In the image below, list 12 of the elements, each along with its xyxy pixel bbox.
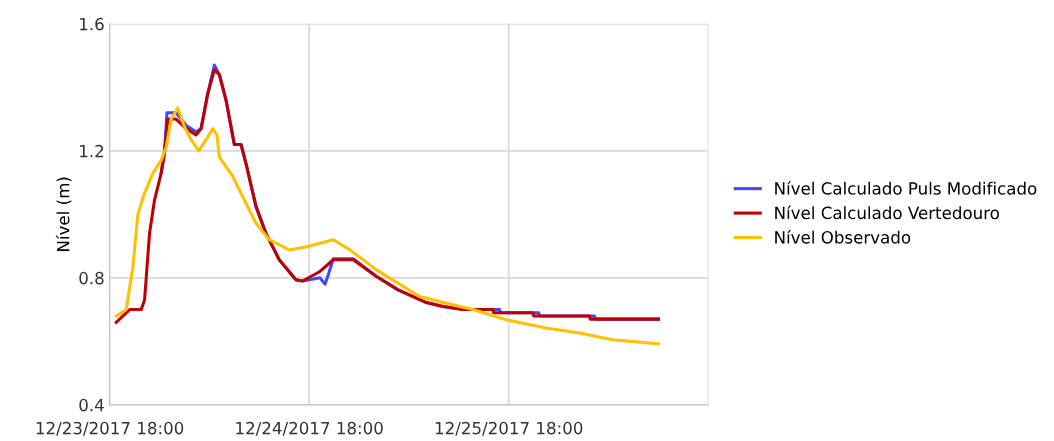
line-series	[114, 106, 660, 346]
x-tick-label: 12/25/2017 18:00	[435, 421, 583, 436]
y-tick-label: 1.6	[80, 17, 104, 31]
legend-label: Nível Calculado Vertedouro	[775, 205, 999, 220]
y-tick-label: 1.2	[80, 144, 104, 158]
legend-label: Nível Calculado Puls Modificado	[775, 181, 1037, 195]
y-tick-label: 0.8	[79, 271, 104, 285]
y-axis-title: Nível (m)	[55, 177, 72, 251]
x-tick-label: 12/23/2017 18:00	[36, 421, 184, 436]
y-tick-label: 0.4	[79, 398, 104, 412]
x-tick-label: 12/24/2017 18:00	[236, 421, 383, 436]
legend-label: Nível Observado	[775, 230, 911, 244]
